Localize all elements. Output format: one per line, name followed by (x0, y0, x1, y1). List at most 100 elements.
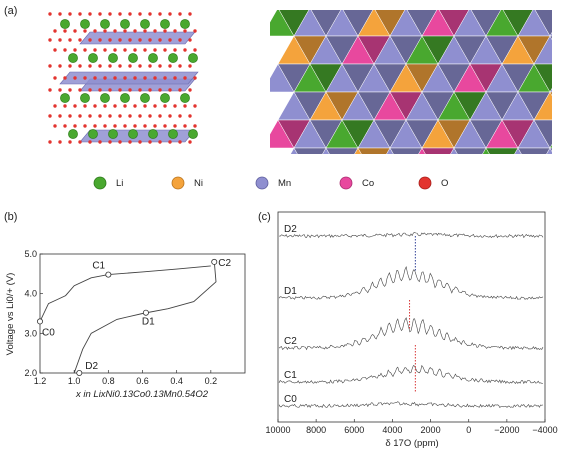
voltage-x-tick-label: 0.4 (170, 376, 183, 386)
o-atom (113, 124, 117, 128)
o-atom (73, 29, 77, 33)
o-atom (173, 76, 177, 80)
li-atom (168, 53, 178, 63)
octahedron-face-shaded (357, 147, 391, 154)
o-atom (93, 76, 97, 80)
o-atom (83, 48, 87, 52)
o-atom (98, 12, 102, 16)
o-atom (48, 38, 52, 42)
mn-layer-slab (59, 71, 199, 85)
octahedron-face-shaded (421, 147, 455, 154)
o-atom (178, 64, 182, 68)
o-atom (133, 76, 137, 80)
legend-label-co: Co (362, 178, 374, 189)
o-atom (123, 48, 127, 52)
state-points: C0 C1 C2 D1 D2 (37, 258, 231, 376)
o-atom (183, 29, 187, 33)
state-point-d2 (76, 369, 83, 376)
o-atom (113, 76, 117, 80)
o-atom (68, 114, 72, 118)
mn-layer-slab (79, 31, 196, 45)
o-atom (168, 12, 172, 16)
o-atom (173, 48, 177, 52)
state-label-d1: D1 (142, 317, 155, 328)
li-atom (68, 53, 78, 63)
state-point-c2 (211, 258, 218, 265)
o-atom (83, 104, 87, 108)
o-atom (118, 140, 122, 144)
o-atom (128, 38, 132, 42)
o-atom (83, 29, 87, 33)
voltage-x-tick-label: 0.2 (205, 376, 218, 386)
o-atom (93, 29, 97, 33)
li-atom (80, 93, 90, 103)
octahedron-face (549, 87, 552, 93)
o-atom (118, 12, 122, 16)
o-atom (98, 140, 102, 144)
o-atom (153, 29, 157, 33)
o-atom (63, 48, 67, 52)
o-atom (108, 64, 112, 68)
nmr-x-tick-label: 4000 (382, 425, 402, 435)
o-atom (73, 104, 77, 108)
o-atom (113, 48, 117, 52)
li-atom (68, 129, 78, 139)
o-atom (153, 104, 157, 108)
o-atom (108, 140, 112, 144)
o-atom (88, 88, 92, 92)
o-atom (168, 38, 172, 42)
o-atom (113, 29, 117, 33)
spectrum-label-d2: D2 (284, 224, 297, 235)
o-atom (73, 124, 77, 128)
voltage-y-tick-label: 5.0 (24, 249, 37, 259)
octahedron-face (386, 147, 394, 154)
spectrum-c1 (278, 364, 544, 385)
octahedron-face (322, 147, 330, 154)
o-atom (88, 64, 92, 68)
li-atom (160, 93, 170, 103)
li-atom (148, 129, 158, 139)
o-atom (103, 124, 107, 128)
o-atom (103, 48, 107, 52)
atom-legend: Li Ni Mn Co O (93, 176, 448, 190)
o-atom (188, 88, 192, 92)
o-atom (118, 114, 122, 118)
voltage-chart: 1.2 1.0 0.8 0.6 0.4 0.2 2.0 3.0 4.0 5.0 C0 C1 C2 D1 D… (5, 249, 246, 400)
o-atom (143, 124, 147, 128)
o-atom (163, 104, 167, 108)
o-atom (173, 104, 177, 108)
legend-item-ni: Ni (171, 176, 203, 190)
o-atom (108, 38, 112, 42)
li-atom (100, 19, 110, 29)
o-atom (133, 104, 137, 108)
nmr-x-tick-label: 8000 (306, 425, 326, 435)
panel-label-c: (c) (258, 211, 271, 223)
o-atom (148, 12, 152, 16)
o-atom (118, 64, 122, 68)
o-atom (193, 104, 197, 108)
o-atom (63, 29, 67, 33)
o-swatch (418, 176, 432, 190)
octahedron-face-shaded (533, 119, 552, 149)
li-atom (160, 19, 170, 29)
o-atom (53, 29, 57, 33)
octahedron-face (549, 143, 552, 149)
o-atom (148, 38, 152, 42)
spectrum-c0 (278, 401, 544, 409)
o-atom (103, 29, 107, 33)
o-atom (148, 114, 152, 118)
o-atom (183, 124, 187, 128)
o-atom (103, 104, 107, 108)
octahedron-face (482, 147, 490, 154)
o-atom (93, 124, 97, 128)
nmr-plot-frame (277, 211, 546, 423)
o-atom (188, 140, 192, 144)
li-atom (180, 93, 190, 103)
o-atom (138, 12, 142, 16)
o-atom (153, 124, 157, 128)
o-atom (98, 114, 102, 118)
o-atom (58, 140, 62, 144)
legend-label-o: O (441, 178, 448, 189)
o-atom (138, 140, 142, 144)
